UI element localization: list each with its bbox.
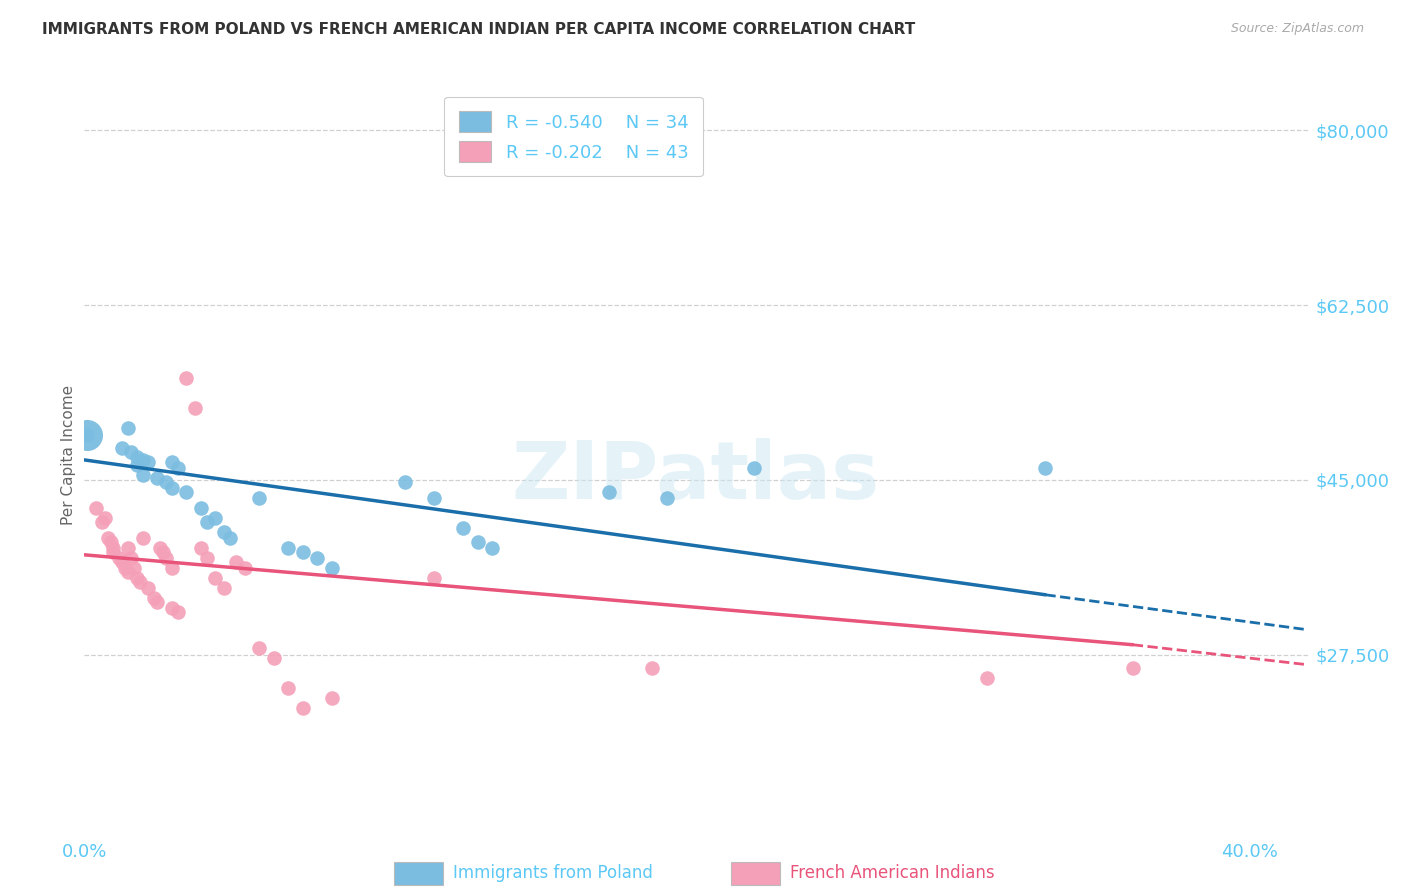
Point xyxy=(84,500,107,515)
Text: IMMIGRANTS FROM POLAND VS FRENCH AMERICAN INDIAN PER CAPITA INCOME CORRELATION C: IMMIGRANTS FROM POLAND VS FRENCH AMERICA… xyxy=(42,22,915,37)
Point xyxy=(160,481,183,495)
Point xyxy=(103,541,125,555)
Point xyxy=(481,541,503,555)
Text: Source: ZipAtlas.com: Source: ZipAtlas.com xyxy=(1230,22,1364,36)
Legend: R = -0.540    N = 34, R = -0.202    N = 43: R = -0.540 N = 34, R = -0.202 N = 43 xyxy=(444,97,703,177)
Point xyxy=(160,455,183,469)
Text: French American Indians: French American Indians xyxy=(790,864,995,882)
Point xyxy=(423,491,446,505)
Point xyxy=(451,521,474,535)
Point xyxy=(233,561,256,575)
Point xyxy=(190,500,212,515)
Point xyxy=(117,421,139,435)
Point xyxy=(117,541,139,555)
Point xyxy=(307,550,329,565)
Point xyxy=(174,371,197,385)
Point xyxy=(76,428,98,442)
Point xyxy=(467,534,489,549)
Point xyxy=(277,541,299,555)
Point xyxy=(225,555,247,569)
Point xyxy=(131,531,153,545)
Point xyxy=(190,541,212,555)
Point xyxy=(128,574,150,589)
Point xyxy=(111,555,134,569)
Point xyxy=(114,561,136,575)
Point xyxy=(423,571,446,585)
Point xyxy=(219,531,242,545)
Point xyxy=(195,550,218,565)
Point xyxy=(321,561,343,575)
Point xyxy=(277,681,299,695)
Point xyxy=(1035,461,1057,475)
Point xyxy=(138,581,160,595)
Point xyxy=(108,550,131,565)
Point xyxy=(394,475,416,489)
Point xyxy=(160,600,183,615)
Point xyxy=(131,467,153,482)
Point xyxy=(247,491,270,505)
Point xyxy=(125,571,148,585)
Point xyxy=(263,650,285,665)
Point xyxy=(100,534,122,549)
Point xyxy=(155,475,177,489)
Point xyxy=(149,541,172,555)
Point xyxy=(166,605,188,619)
Point xyxy=(152,545,174,559)
Point xyxy=(742,461,765,475)
Point xyxy=(641,661,664,675)
Point xyxy=(321,690,343,705)
Point xyxy=(76,428,98,442)
Text: Immigrants from Poland: Immigrants from Poland xyxy=(453,864,652,882)
Point xyxy=(122,561,145,575)
Point xyxy=(146,471,169,485)
Point xyxy=(125,450,148,464)
Point xyxy=(131,453,153,467)
Point xyxy=(117,565,139,579)
Point xyxy=(174,484,197,499)
Point xyxy=(976,671,998,685)
Point xyxy=(138,455,160,469)
Point xyxy=(212,581,235,595)
Point xyxy=(247,640,270,655)
Point xyxy=(204,511,226,525)
Y-axis label: Per Capita Income: Per Capita Income xyxy=(60,384,76,525)
Point xyxy=(166,461,188,475)
Point xyxy=(184,401,207,415)
Point xyxy=(291,700,314,714)
Point xyxy=(655,491,678,505)
Point xyxy=(212,524,235,539)
Point xyxy=(598,484,620,499)
Point xyxy=(120,445,142,459)
Point xyxy=(204,571,226,585)
Point xyxy=(125,458,148,472)
Point xyxy=(155,550,177,565)
Point xyxy=(93,511,115,525)
Point xyxy=(143,591,166,605)
Point xyxy=(120,550,142,565)
Point xyxy=(160,561,183,575)
Point xyxy=(111,441,134,455)
Point xyxy=(103,545,125,559)
Text: ZIPatlas: ZIPatlas xyxy=(512,438,880,516)
Point xyxy=(97,531,120,545)
Point xyxy=(291,545,314,559)
Point xyxy=(90,515,112,529)
Point xyxy=(146,595,169,609)
Point xyxy=(1122,661,1144,675)
Point xyxy=(195,515,218,529)
